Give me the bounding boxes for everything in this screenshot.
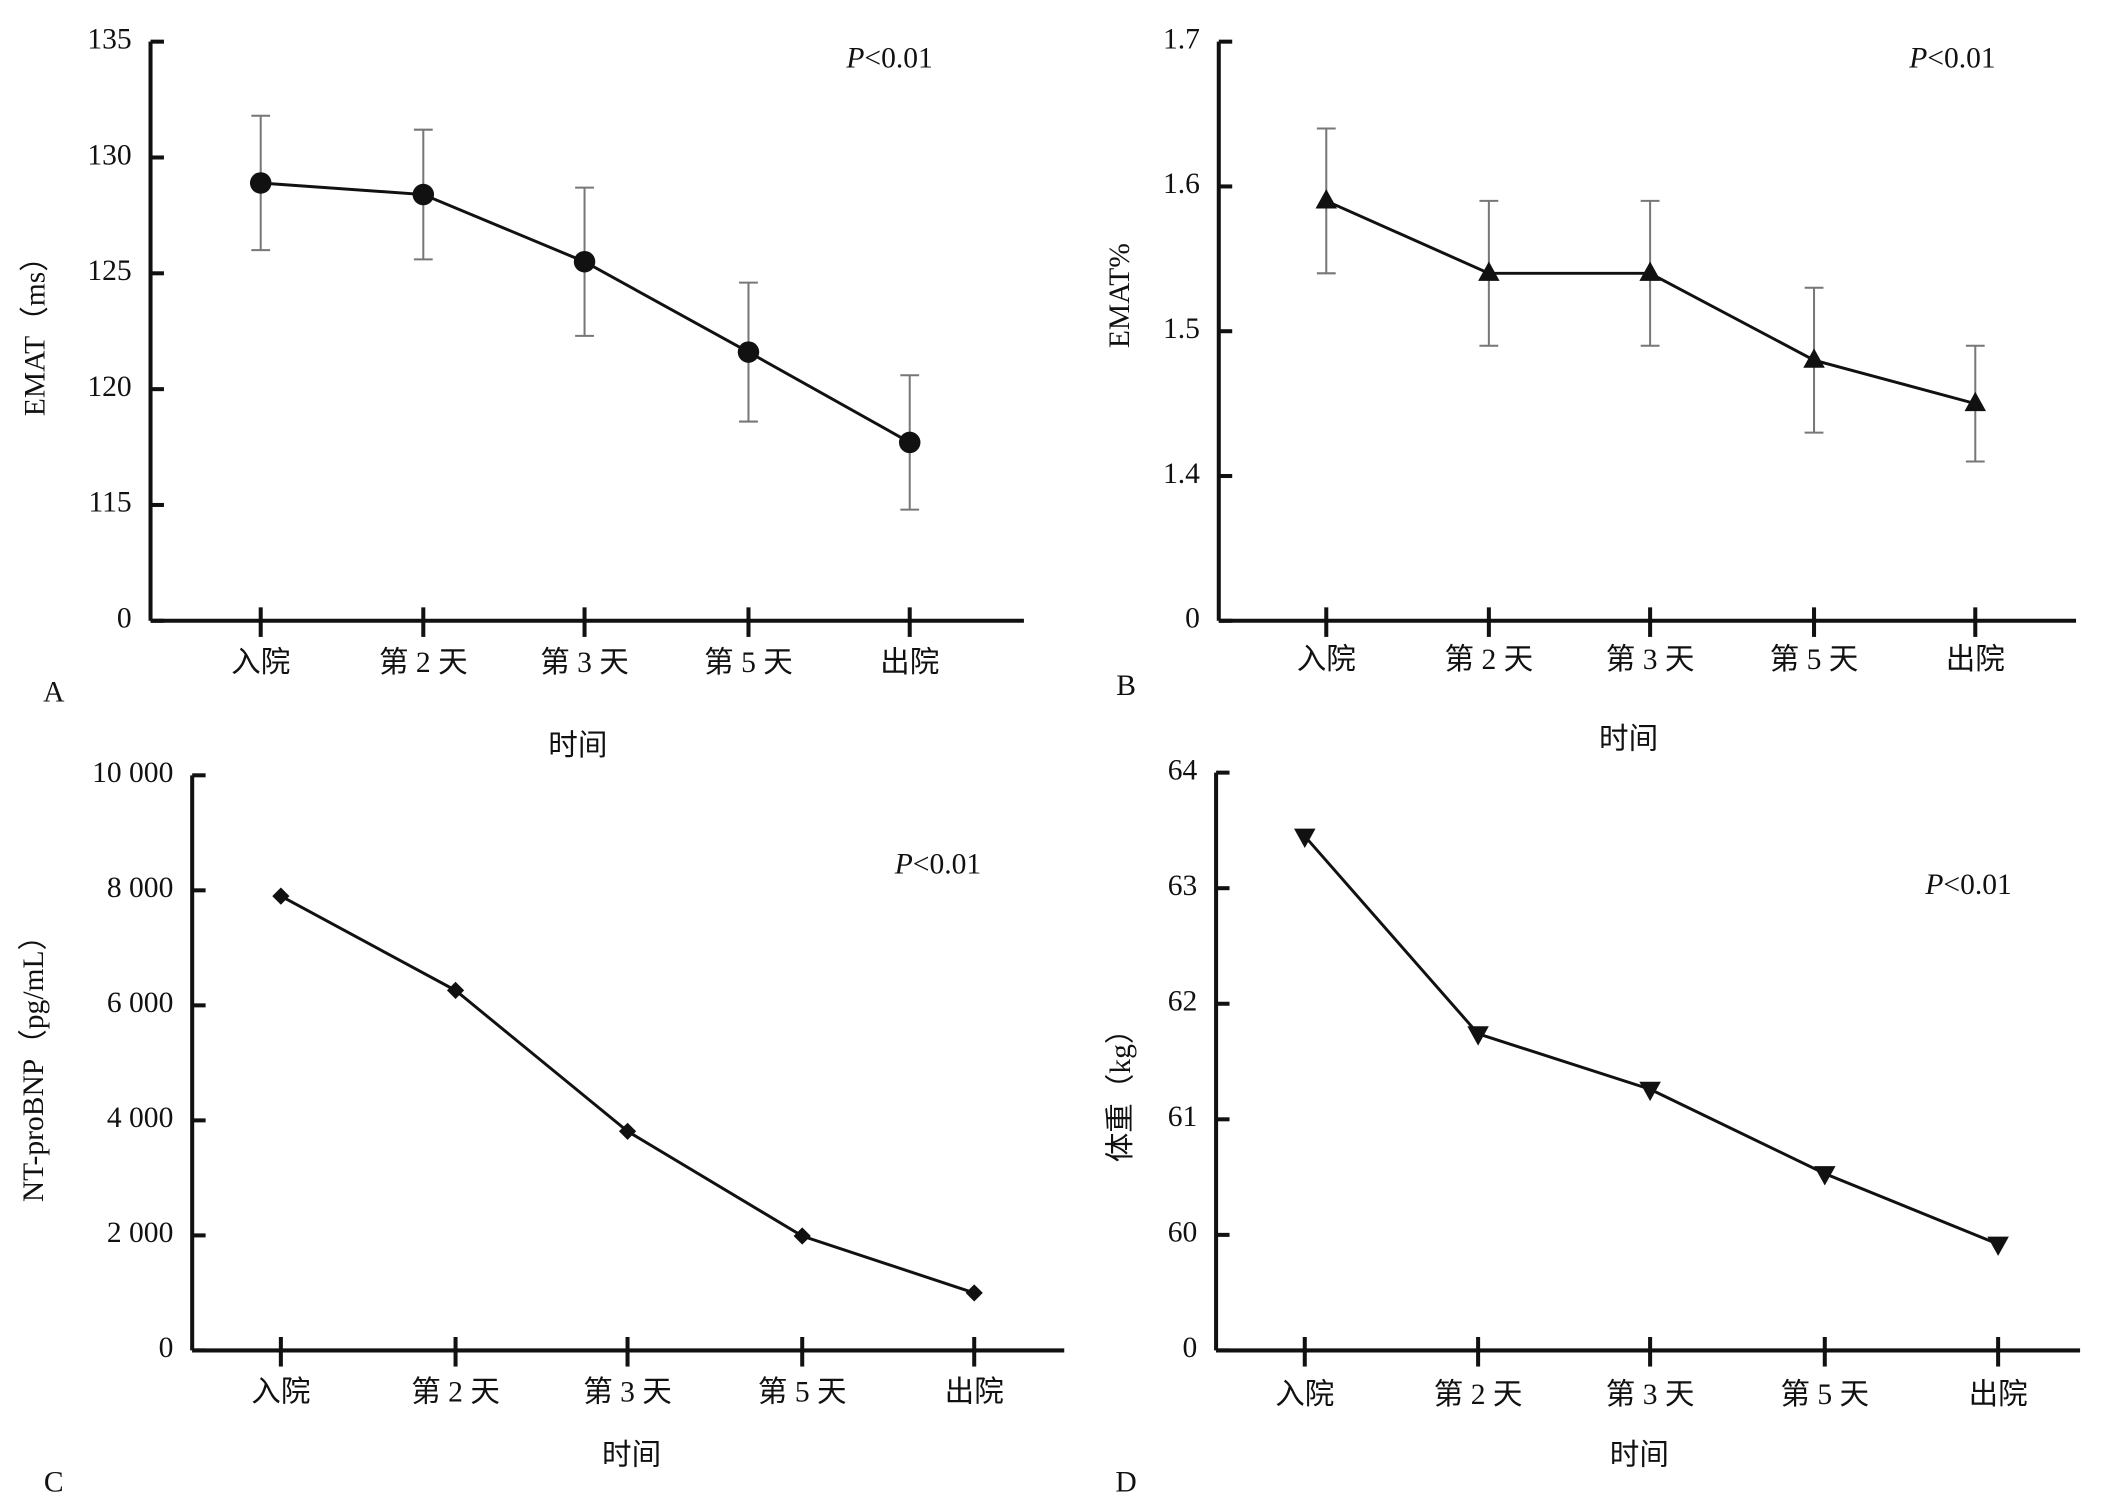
x-tick-label: 入院	[1297, 643, 1356, 676]
y-axis-label: 体重（kg）	[1104, 1015, 1137, 1163]
x-tick-label: 第 2 天	[1445, 643, 1534, 676]
x-tick-label: 出院	[945, 1376, 1004, 1409]
x-tick-label: 出院	[880, 646, 939, 679]
y-tick-label: 135	[87, 23, 131, 55]
y-tick-label: 8 000	[107, 872, 173, 904]
y-tick-label: 1.6	[1163, 168, 1200, 200]
x-tick-label: 第 5 天	[1770, 643, 1859, 676]
panel-label: A	[43, 676, 65, 708]
y-tick-label: 61	[1168, 1101, 1198, 1133]
x-tick-label: 第 3 天	[1606, 1378, 1695, 1411]
x-axis-label: 时间	[1599, 723, 1658, 756]
marker	[446, 981, 465, 1000]
y-tick-label: 115	[88, 487, 131, 519]
y-tick-label: 6 000	[107, 987, 173, 1019]
marker	[1639, 1081, 1661, 1102]
x-tick-label: 第 2 天	[1434, 1378, 1523, 1411]
annotation: P<0.01	[894, 848, 981, 880]
x-tick-label: 第 5 天	[704, 646, 793, 679]
x-axis-label: 时间	[548, 729, 607, 762]
y-tick-label: 0	[117, 603, 132, 635]
panel-label: B	[1116, 670, 1136, 702]
x-tick-label: 第 3 天	[540, 646, 629, 679]
x-tick-label: 入院	[1275, 1378, 1334, 1411]
marker	[1964, 391, 1987, 412]
y-axis-label: EMAT%	[1104, 243, 1136, 348]
panel-label: C	[44, 1467, 64, 1499]
y-tick-label: 120	[87, 371, 131, 403]
marker	[1814, 1166, 1836, 1186]
marker	[272, 887, 290, 905]
annotation: P<0.01	[1924, 869, 2011, 901]
y-axis-label: EMAT（ms）	[18, 242, 51, 416]
marker	[412, 183, 435, 206]
x-tick-label: 第 3 天	[583, 1376, 672, 1409]
x-tick-label: 第 5 天	[758, 1376, 847, 1409]
x-axis-label: 时间	[602, 1439, 661, 1472]
data-line	[280, 894, 975, 1295]
y-tick-label: 0	[1185, 603, 1200, 635]
marker	[1803, 348, 1825, 368]
x-axis-label: 时间	[1610, 1439, 1669, 1472]
x-tick-label: 入院	[231, 646, 290, 679]
annotation: P<0.01	[845, 42, 932, 74]
marker	[1315, 189, 1338, 209]
y-tick-label: 1.5	[1163, 313, 1200, 345]
y-tick-label: 1.7	[1163, 23, 1200, 55]
y-tick-label: 125	[87, 255, 131, 287]
y-tick-label: 0	[159, 1332, 174, 1364]
y-tick-label: 63	[1168, 870, 1198, 902]
x-tick-label: 第 3 天	[1606, 643, 1695, 676]
x-tick-label: 第 5 天	[1780, 1378, 1869, 1411]
data-line	[1303, 835, 1999, 1246]
y-tick-label: 1.4	[1163, 458, 1200, 490]
x-tick-label: 出院	[1946, 643, 2005, 676]
x-tick-label: 第 2 天	[379, 646, 468, 679]
y-tick-label: 10 000	[92, 757, 173, 789]
marker	[1478, 261, 1500, 281]
marker	[898, 431, 921, 454]
y-tick-label: 2 000	[107, 1217, 173, 1249]
x-tick-label: 第 2 天	[411, 1376, 500, 1409]
marker	[737, 341, 760, 363]
y-axis-label: NT-proBNP（pg/mL）	[17, 921, 50, 1202]
y-tick-label: 4 000	[107, 1102, 173, 1134]
marker	[1467, 1026, 1489, 1046]
y-tick-label: 64	[1168, 754, 1198, 786]
y-tick-label: 60	[1168, 1217, 1198, 1249]
y-tick-label: 130	[87, 139, 131, 171]
marker	[965, 1284, 983, 1302]
annotation: P<0.01	[1908, 42, 1995, 74]
marker	[249, 172, 272, 194]
marker	[1987, 1236, 2009, 1256]
panel-label: D	[1115, 1467, 1136, 1499]
x-tick-label: 入院	[251, 1376, 310, 1409]
x-tick-label: 出院	[1969, 1378, 2028, 1411]
y-tick-label: 0	[1182, 1332, 1197, 1364]
marker	[793, 1227, 811, 1245]
marker	[618, 1122, 637, 1140]
marker	[1639, 261, 1661, 281]
marker	[1294, 828, 1316, 849]
marker	[573, 250, 596, 273]
y-tick-label: 62	[1168, 986, 1198, 1018]
